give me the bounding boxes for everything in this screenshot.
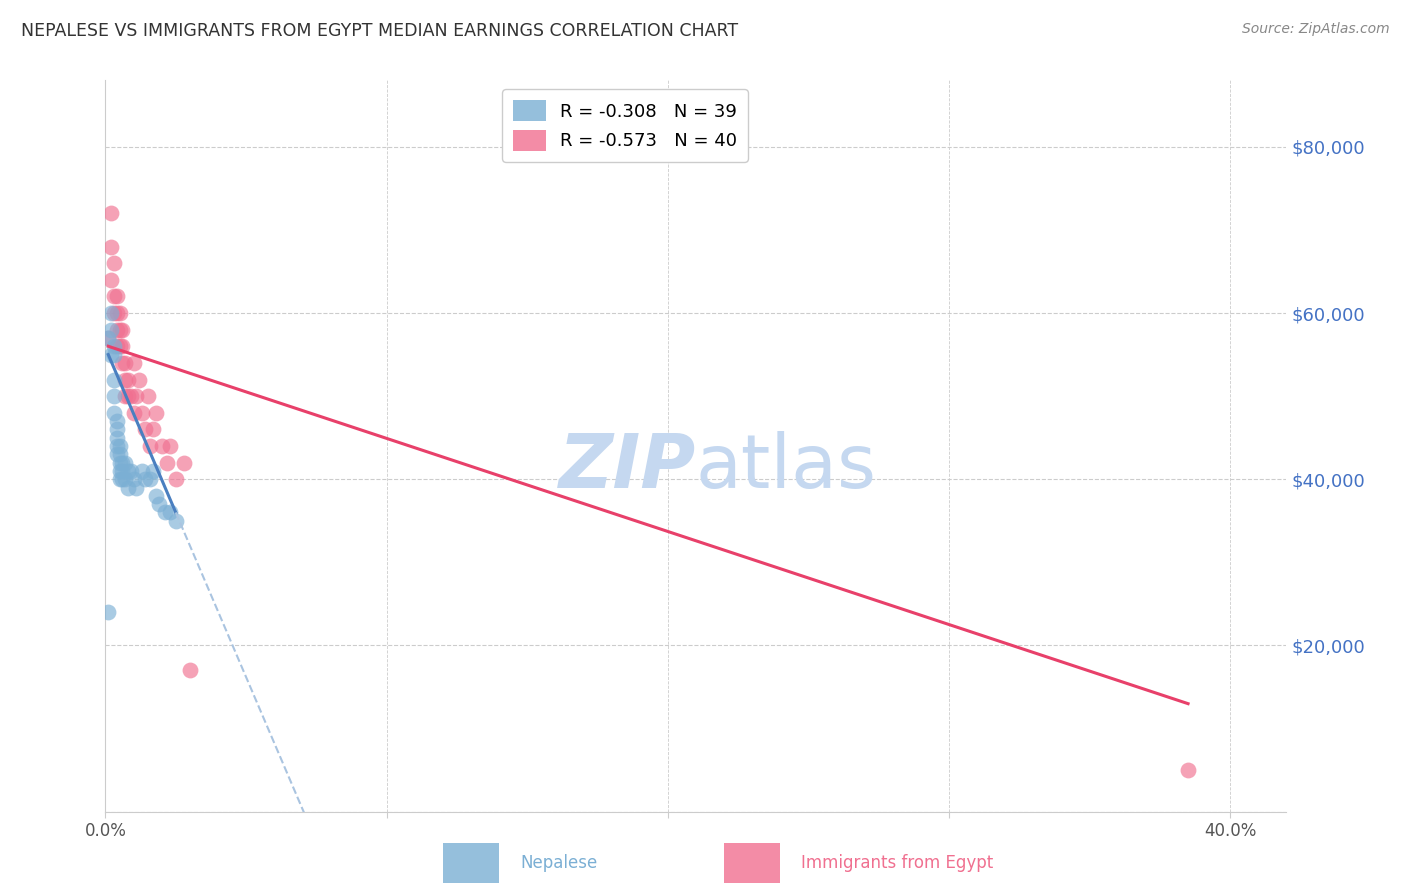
- Point: [139, 472, 162, 486]
- Point: [1177, 763, 1199, 777]
- Point: [100, 273, 122, 287]
- Text: ZIP: ZIP: [558, 432, 696, 505]
- Text: Source: ZipAtlas.com: Source: ZipAtlas.com: [1241, 22, 1389, 37]
- Point: [97, 605, 120, 619]
- Point: [117, 372, 139, 386]
- Point: [111, 323, 134, 337]
- Point: [125, 481, 148, 495]
- Point: [105, 323, 128, 337]
- Point: [114, 456, 136, 470]
- Point: [159, 506, 181, 520]
- Point: [100, 239, 122, 253]
- Point: [103, 372, 125, 386]
- Point: [150, 439, 173, 453]
- Point: [105, 447, 128, 461]
- Point: [136, 389, 159, 403]
- Point: [131, 406, 153, 420]
- Text: atlas: atlas: [696, 432, 877, 505]
- Point: [103, 256, 125, 270]
- Point: [111, 472, 134, 486]
- Point: [148, 497, 170, 511]
- Point: [122, 406, 145, 420]
- Point: [122, 356, 145, 370]
- Point: [111, 339, 134, 353]
- Point: [105, 306, 128, 320]
- Point: [153, 506, 176, 520]
- Point: [120, 389, 142, 403]
- Point: [145, 489, 167, 503]
- Point: [108, 439, 131, 453]
- Point: [108, 472, 131, 486]
- Point: [165, 472, 187, 486]
- Point: [108, 306, 131, 320]
- Point: [103, 306, 125, 320]
- Text: Immigrants from Egypt: Immigrants from Egypt: [801, 854, 994, 872]
- Point: [108, 339, 131, 353]
- Point: [142, 464, 165, 478]
- Point: [108, 464, 131, 478]
- Point: [114, 372, 136, 386]
- Point: [114, 472, 136, 486]
- Point: [117, 389, 139, 403]
- Point: [97, 331, 120, 345]
- Point: [103, 339, 125, 353]
- Point: [111, 456, 134, 470]
- Text: NEPALESE VS IMMIGRANTS FROM EGYPT MEDIAN EARNINGS CORRELATION CHART: NEPALESE VS IMMIGRANTS FROM EGYPT MEDIAN…: [21, 22, 738, 40]
- Point: [125, 389, 148, 403]
- FancyBboxPatch shape: [724, 844, 780, 883]
- Point: [97, 331, 120, 345]
- Point: [105, 339, 128, 353]
- Point: [103, 289, 125, 303]
- Point: [128, 372, 150, 386]
- Point: [100, 206, 122, 220]
- Point: [100, 323, 122, 337]
- Point: [108, 323, 131, 337]
- Point: [108, 447, 131, 461]
- Point: [159, 439, 181, 453]
- Point: [156, 456, 179, 470]
- Point: [173, 456, 195, 470]
- Point: [142, 422, 165, 436]
- Point: [134, 472, 156, 486]
- Point: [105, 422, 128, 436]
- FancyBboxPatch shape: [443, 844, 499, 883]
- Point: [117, 481, 139, 495]
- Point: [120, 464, 142, 478]
- Point: [145, 406, 167, 420]
- Text: Nepalese: Nepalese: [520, 854, 598, 872]
- Point: [122, 472, 145, 486]
- Point: [103, 389, 125, 403]
- Point: [134, 422, 156, 436]
- Point: [103, 348, 125, 362]
- Point: [131, 464, 153, 478]
- Point: [139, 439, 162, 453]
- Point: [111, 464, 134, 478]
- Point: [105, 289, 128, 303]
- Point: [100, 306, 122, 320]
- Point: [114, 356, 136, 370]
- Point: [179, 664, 201, 678]
- Legend: R = -0.308   N = 39, R = -0.573   N = 40: R = -0.308 N = 39, R = -0.573 N = 40: [502, 89, 748, 161]
- Point: [100, 348, 122, 362]
- Point: [103, 406, 125, 420]
- Point: [105, 431, 128, 445]
- Point: [105, 439, 128, 453]
- Point: [114, 389, 136, 403]
- Point: [111, 356, 134, 370]
- Point: [165, 514, 187, 528]
- Point: [117, 464, 139, 478]
- Point: [105, 414, 128, 428]
- Point: [108, 456, 131, 470]
